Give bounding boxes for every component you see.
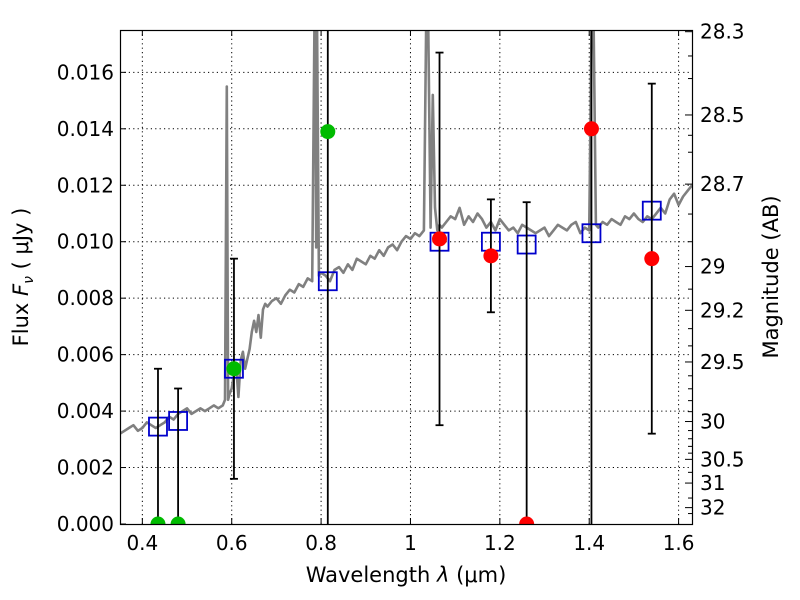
x-tick-label: 0.6 bbox=[216, 531, 248, 555]
x-tick-label: 1.6 bbox=[663, 531, 695, 555]
y-axis-label: Flux Fν ( μJy ) bbox=[9, 208, 37, 347]
data-point bbox=[644, 251, 660, 267]
y-tick-label: 0.000 bbox=[57, 512, 114, 536]
data-point bbox=[320, 124, 336, 140]
plot-frame bbox=[119, 29, 694, 526]
data-point bbox=[583, 121, 599, 137]
data-point bbox=[432, 231, 448, 247]
x-tick-label: 0.4 bbox=[126, 531, 158, 555]
y2-axis-label: Magnitude (AB) bbox=[759, 195, 783, 358]
y2-tick-label: 30.5 bbox=[700, 447, 745, 471]
y2-tick-label: 28.3 bbox=[700, 20, 745, 44]
y2-tick-label: 28.5 bbox=[700, 103, 745, 127]
y-tick-label: 0.006 bbox=[57, 343, 114, 367]
y-tick-label: 0.016 bbox=[57, 60, 114, 84]
y-tick-label: 0.010 bbox=[57, 230, 114, 254]
grid-lines bbox=[120, 30, 692, 524]
x-tick-label: 1 bbox=[404, 531, 417, 555]
y-tick-label: 0.008 bbox=[57, 286, 114, 310]
spectrum-line bbox=[120, 30, 692, 435]
data-point bbox=[226, 361, 242, 377]
y2-tick-label: 31 bbox=[700, 471, 725, 495]
y-tick-label: 0.014 bbox=[57, 117, 114, 141]
y2-tick-label: 28.7 bbox=[700, 172, 745, 196]
x-axis-label: Wavelength λ (μm) bbox=[306, 563, 507, 587]
data-point bbox=[519, 516, 535, 524]
x-tick-label: 1.4 bbox=[573, 531, 605, 555]
plot-clipped-group bbox=[120, 30, 692, 524]
data-point bbox=[170, 516, 186, 524]
y2-tick-label: 29.5 bbox=[700, 350, 745, 374]
plot-area bbox=[120, 30, 692, 524]
y-tick-label: 0.004 bbox=[57, 399, 114, 423]
y-tick-label: 0.012 bbox=[57, 173, 114, 197]
y2-tick-label: 32 bbox=[700, 496, 725, 520]
data-point bbox=[150, 516, 166, 524]
y2-tick-label: 30 bbox=[700, 410, 725, 434]
y-tick-label: 0.002 bbox=[57, 456, 114, 480]
y2-tick-label: 29 bbox=[700, 255, 725, 279]
x-tick-label: 0.8 bbox=[305, 531, 337, 555]
axes: 0.4 0.6 0.8 1 1.2 1.4 1.6 0.000 0.002 0.004 0.006 0… bbox=[57, 20, 745, 555]
data-point bbox=[483, 248, 499, 264]
y2-tick-label: 29.2 bbox=[700, 298, 745, 322]
x-tick-label: 1.2 bbox=[484, 531, 516, 555]
